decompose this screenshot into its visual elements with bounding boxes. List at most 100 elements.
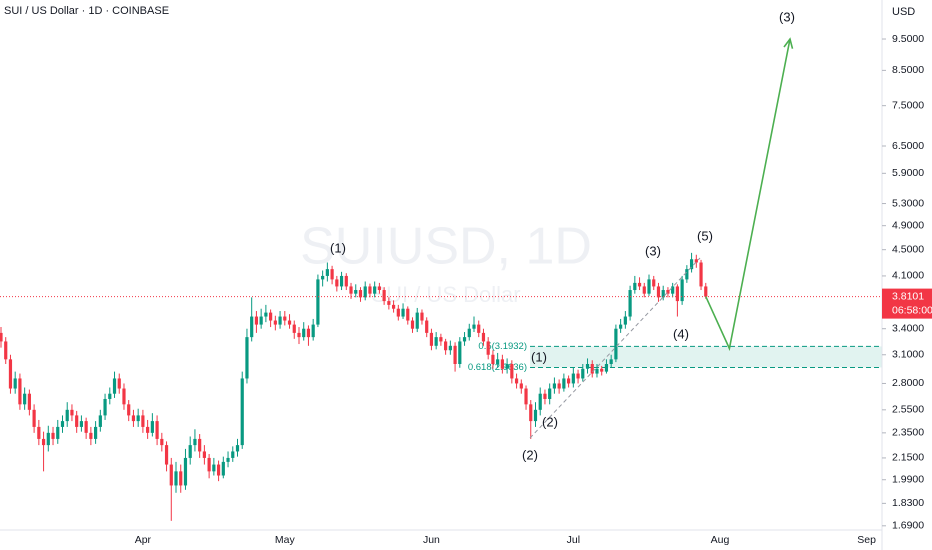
y-tick-label: 3.4000 xyxy=(892,322,924,334)
candle-body xyxy=(108,393,112,399)
candle-body xyxy=(533,409,538,422)
candle-body xyxy=(519,383,523,389)
candle-body xyxy=(585,364,590,369)
candle-body xyxy=(330,269,334,280)
candle-body xyxy=(23,393,27,405)
candle-body xyxy=(131,415,136,422)
candle-body xyxy=(311,324,315,338)
wave-label: (1) xyxy=(330,240,346,255)
candle-body xyxy=(79,421,84,427)
candle-body xyxy=(567,378,571,384)
candle-body xyxy=(306,328,311,338)
candle-body xyxy=(415,312,419,329)
candle-body xyxy=(396,308,400,317)
candle-body xyxy=(373,286,377,294)
y-tick-label: 1.8300 xyxy=(892,497,924,509)
y-tick-label: 4.9000 xyxy=(892,219,924,231)
candle-body xyxy=(150,421,154,433)
y-tick-label: 6.5000 xyxy=(892,140,924,152)
candle-body xyxy=(358,290,363,298)
candle-body xyxy=(600,368,604,372)
candle-body xyxy=(202,451,206,458)
candle-body xyxy=(321,275,325,280)
candle-body xyxy=(226,457,230,462)
y-tick-label: 1.9900 xyxy=(892,474,924,486)
candle-body xyxy=(410,320,415,329)
candle-body xyxy=(529,404,533,422)
candle-body xyxy=(614,328,618,360)
candle-body xyxy=(590,364,594,374)
candle-body xyxy=(505,364,509,369)
candle-body xyxy=(27,393,31,410)
candle-body xyxy=(429,332,434,346)
currency[interactable]: USD xyxy=(892,6,915,18)
candle-body xyxy=(434,337,438,346)
candle-body xyxy=(221,461,225,476)
candle-body xyxy=(136,415,140,422)
candle-body xyxy=(481,332,486,342)
candle-body xyxy=(462,337,467,342)
fib-label: 0.5(3.1932) xyxy=(478,341,527,352)
candle-body xyxy=(652,279,656,287)
countdown: 06:58:00 xyxy=(892,304,932,316)
candle-body xyxy=(628,290,632,317)
candle-body xyxy=(595,368,599,374)
projection-line xyxy=(705,38,791,352)
axis-layer: 9.5000 8.5000 7.5000 6.5000 5.9000 5.3000 4.90… xyxy=(135,33,932,546)
fib-zone xyxy=(530,346,882,368)
candle-body xyxy=(169,464,173,486)
candle-body xyxy=(552,383,557,389)
candle-body xyxy=(193,438,197,446)
candle-body xyxy=(41,438,46,446)
y-tick-label: 4.5000 xyxy=(892,243,924,255)
candle-body xyxy=(287,320,292,325)
candle-body xyxy=(689,259,694,270)
candle-body xyxy=(231,451,235,458)
candle-body xyxy=(363,286,367,298)
y-tick-label: 7.5000 xyxy=(892,99,924,111)
watermark-description: SUI / US Dollar xyxy=(371,282,520,307)
candle-body xyxy=(207,457,211,472)
candle-body xyxy=(188,445,192,458)
candle-body xyxy=(548,388,552,399)
candle-body xyxy=(174,471,178,486)
candle-body xyxy=(401,308,405,317)
y-tick-label: 5.3000 xyxy=(892,197,924,209)
candle-body xyxy=(661,290,665,298)
candle-body xyxy=(382,290,386,302)
candle-body xyxy=(377,286,381,291)
candle-body xyxy=(406,308,410,321)
candle-body xyxy=(245,337,249,379)
candle-body xyxy=(604,364,609,372)
candle-body xyxy=(500,359,504,369)
candle-body xyxy=(349,286,353,294)
candle-body xyxy=(637,282,642,287)
candle-body xyxy=(297,332,301,338)
candle-body xyxy=(477,324,481,333)
candle-body xyxy=(122,388,126,405)
candle-body xyxy=(524,388,528,405)
candle-body xyxy=(8,359,13,389)
candle-body xyxy=(273,320,277,325)
candle-body xyxy=(325,269,329,276)
candle-body xyxy=(444,341,448,351)
wave-label: (2) xyxy=(542,414,558,429)
candle-body xyxy=(0,332,3,342)
candle-body xyxy=(514,378,519,384)
candle-body xyxy=(562,378,566,389)
candle-body xyxy=(278,316,282,325)
candle-body xyxy=(56,426,60,439)
candle-body xyxy=(4,341,8,360)
candle-body xyxy=(316,279,320,325)
candle-body xyxy=(335,279,339,287)
y-tick-label: 4.1000 xyxy=(892,270,924,282)
candle-body xyxy=(216,464,221,476)
candle-body xyxy=(458,341,462,365)
candle-body xyxy=(160,438,164,446)
candle-body xyxy=(671,286,675,294)
candle-body xyxy=(354,290,358,294)
candle-body xyxy=(46,432,50,446)
candle-body xyxy=(448,345,452,351)
candle-body xyxy=(212,464,216,472)
